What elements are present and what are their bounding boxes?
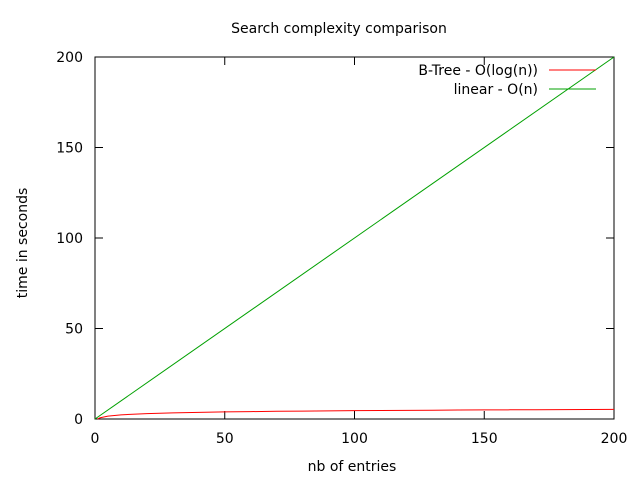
- x-tick-label: 50: [216, 431, 234, 447]
- legend-label-0: B-Tree - O(log(n)): [418, 63, 538, 79]
- x-tick-label: 0: [91, 431, 100, 447]
- y-tick-label: 150: [56, 141, 83, 157]
- legend-label-1: linear - O(n): [454, 82, 538, 98]
- x-tick-label: 100: [341, 431, 368, 447]
- x-tick-label: 200: [601, 431, 628, 447]
- y-tick-label: 50: [65, 322, 83, 338]
- legend: B-Tree - O(log(n)) linear - O(n): [418, 63, 596, 98]
- x-tick-label: 150: [471, 431, 498, 447]
- chart-title: Search complexity comparison: [231, 21, 447, 37]
- y-tick-label: 200: [56, 50, 83, 66]
- x-axis-label: nb of entries: [308, 459, 397, 475]
- series-line-1: [94, 56, 615, 420]
- y-axis-label: time in seconds: [15, 188, 31, 299]
- y-tick-label: 0: [74, 412, 83, 428]
- y-tick-label: 100: [56, 231, 83, 247]
- series-line-0: [97, 408, 615, 420]
